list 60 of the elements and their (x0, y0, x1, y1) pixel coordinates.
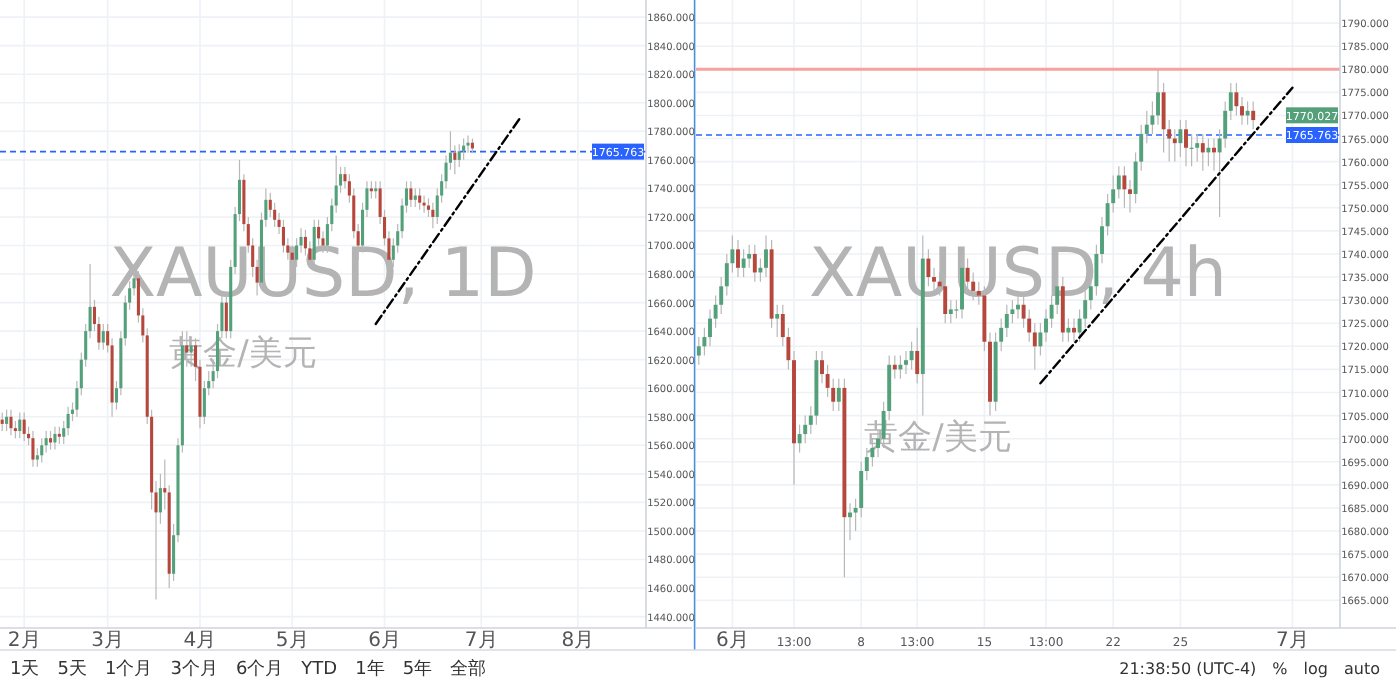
x-tick-label: 4月 (183, 630, 217, 652)
text: 21:38:50 (UTC-4) (1119, 660, 1257, 678)
text: log (1303, 660, 1328, 678)
candlestick (1234, 82, 1239, 117)
candlestick (40, 437, 44, 464)
candlestick (1184, 119, 1188, 167)
candlestick (413, 187, 417, 208)
x-tick-label: 7月 (464, 630, 498, 652)
text: 5天 (57, 658, 87, 680)
candlestick (764, 234, 768, 278)
x-tick-label: 3月 (91, 630, 125, 652)
candlestick (752, 244, 757, 283)
candlestick (418, 187, 422, 211)
candlestick (49, 430, 53, 451)
candlestick (797, 424, 802, 454)
x-tick-label: 6月 (716, 630, 749, 652)
candlestick (1156, 68, 1160, 126)
candlestick (66, 406, 70, 436)
candlestick (22, 411, 26, 442)
text: 6个月 (235, 658, 284, 680)
candlestick (409, 180, 413, 208)
candlestick (741, 248, 746, 278)
text: 3个月 (170, 658, 218, 680)
candlestick (736, 239, 740, 278)
candlestick (9, 409, 13, 436)
candlestick (696, 336, 701, 366)
candlestick (457, 143, 461, 168)
candlestick (422, 194, 426, 214)
candlestick (1251, 100, 1256, 130)
candlestick (1122, 165, 1127, 209)
candlestick (915, 327, 920, 384)
candlestick (1178, 119, 1183, 158)
candlestick (101, 323, 105, 351)
text: 1年 (355, 658, 385, 680)
candlestick (44, 430, 48, 454)
x-tick-label: 8月 (561, 630, 595, 652)
candlestick (1195, 133, 1200, 163)
text: % (1272, 660, 1289, 678)
candlestick (18, 411, 22, 439)
x-tick-label: 7月 (1276, 630, 1309, 652)
candlestick (0, 411, 4, 432)
text: 1个月 (104, 658, 153, 680)
x-tick-label: 6月 (368, 630, 401, 652)
candlestick (31, 430, 35, 468)
text: YTD (299, 660, 338, 680)
candlestick (909, 341, 914, 371)
candlestick (5, 409, 9, 432)
candlestick (1200, 133, 1205, 172)
candlestick (904, 350, 908, 375)
candlestick (775, 304, 780, 338)
x-tick-label: 2月 (7, 630, 41, 652)
text: 1天 (10, 658, 40, 680)
x-tick-label: 5月 (275, 630, 309, 652)
text: 全部 (450, 658, 487, 680)
candlestick (53, 426, 57, 451)
text: auto (1343, 660, 1381, 678)
candlestick (836, 378, 841, 412)
candlestick (747, 244, 752, 269)
candlestick (466, 134, 470, 154)
text: 5年 (402, 658, 433, 680)
